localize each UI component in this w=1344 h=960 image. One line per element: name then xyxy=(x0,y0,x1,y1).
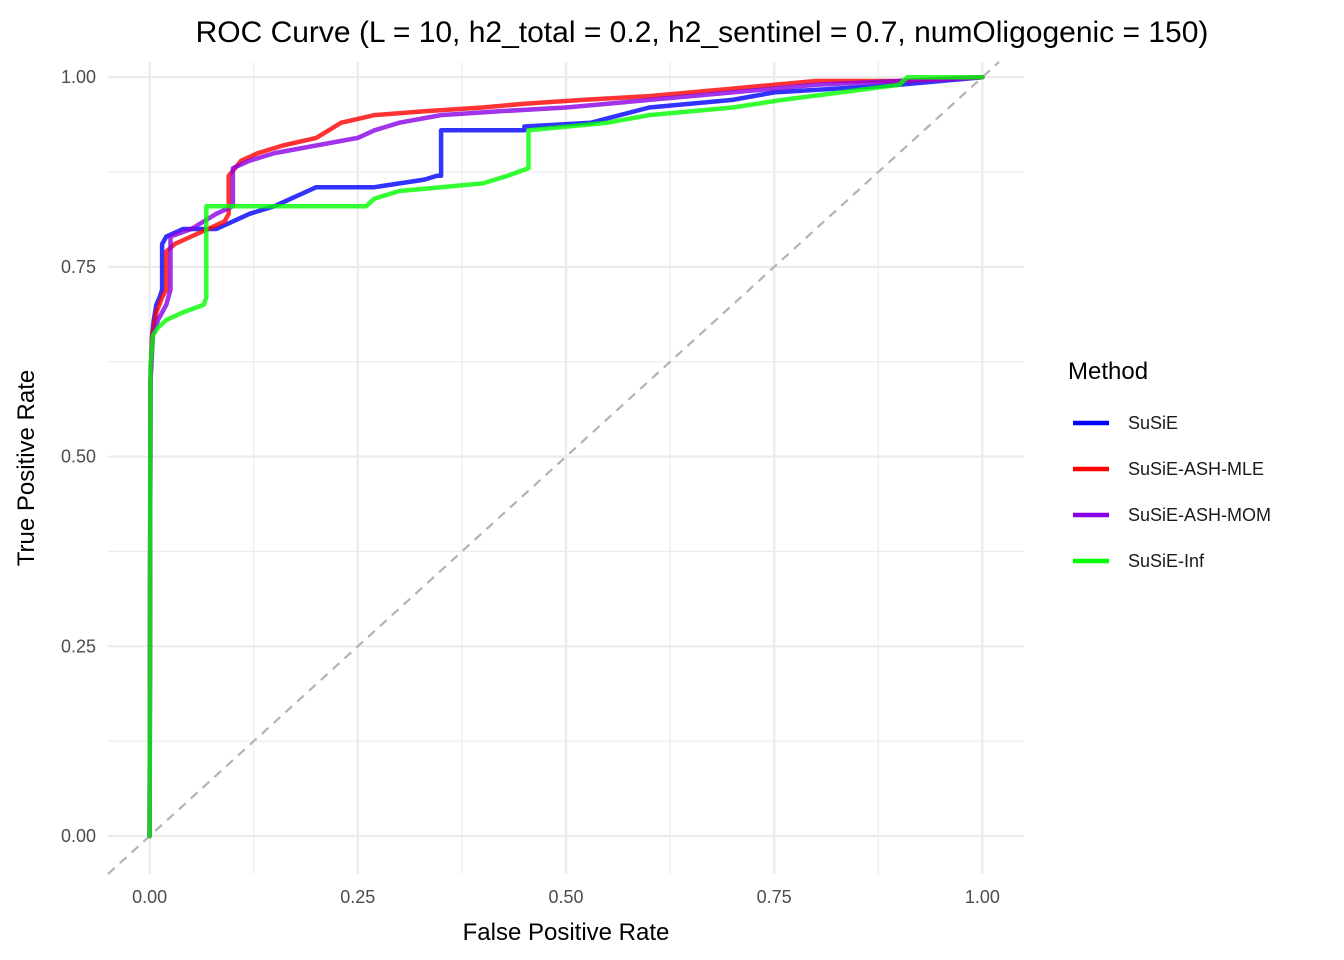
x-tick-label: 0.00 xyxy=(132,887,167,907)
legend-label: SuSiE xyxy=(1128,413,1178,433)
x-axis-title: False Positive Rate xyxy=(463,919,670,946)
legend: Method SuSiESuSiE-ASH-MLESuSiE-ASH-MOMSu… xyxy=(1068,358,1271,571)
x-tick-label: 0.50 xyxy=(548,887,583,907)
series-line-susie-ash-mle xyxy=(147,74,985,839)
series-lines xyxy=(147,74,985,839)
y-tick-label: 0.25 xyxy=(61,636,96,656)
legend-label: SuSiE-ASH-MOM xyxy=(1128,505,1271,525)
y-tick-label: 1.00 xyxy=(61,67,96,87)
reference-line xyxy=(107,61,1000,875)
y-axis-title: True Positive Rate xyxy=(13,370,40,567)
x-tick-label: 1.00 xyxy=(965,887,1000,907)
legend-label: SuSiE-Inf xyxy=(1128,551,1205,571)
series-line-susie-inf xyxy=(147,74,985,839)
series-line-susie-ash-mom xyxy=(147,74,985,839)
legend-title: Method xyxy=(1068,358,1148,385)
y-tick-label: 0.50 xyxy=(61,447,96,467)
x-tick-label: 0.25 xyxy=(340,887,375,907)
grid xyxy=(108,62,1024,874)
legend-label: SuSiE-ASH-MLE xyxy=(1128,459,1264,479)
chart-title: ROC Curve (L = 10, h2_total = 0.2, h2_se… xyxy=(196,16,1209,49)
x-tick-label: 0.75 xyxy=(757,887,792,907)
y-tick-label: 0.75 xyxy=(61,257,96,277)
legend-items: SuSiE SuSiE-ASH-MLE SuSiE-ASH-MOM SuSiE-Inf xyxy=(1073,413,1271,571)
reference-diagonal xyxy=(107,61,1000,875)
y-tick-labels: 0.00 0.25 0.50 0.75 1.00 xyxy=(61,67,96,846)
y-tick-label: 0.00 xyxy=(61,826,96,846)
x-tick-labels: 0.00 0.25 0.50 0.75 1.00 xyxy=(132,887,1000,907)
